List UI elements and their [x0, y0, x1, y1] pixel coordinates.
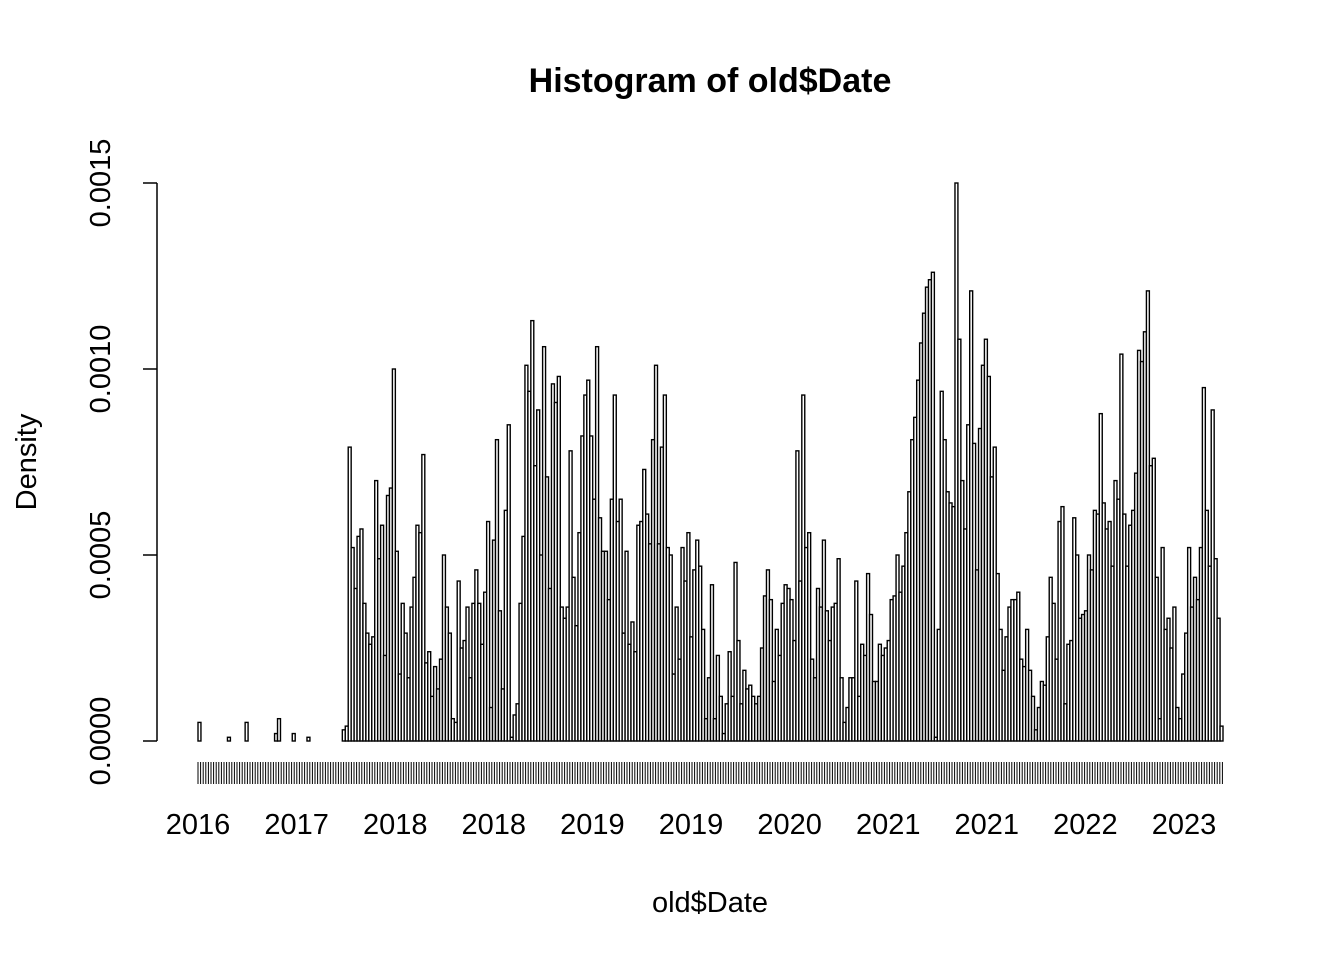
histogram-bar: [1154, 576, 1159, 742]
histogram-bar: [668, 554, 673, 742]
y-axis: 0.0000 0.0005 0.0010 0.0015: [85, 139, 158, 786]
histogram-bar: [1030, 695, 1036, 742]
histogram-bar: [485, 520, 491, 742]
histogram-bar: [1216, 617, 1221, 742]
y-tick-label: 0.0005: [85, 511, 117, 600]
x-tick-label: 2020: [757, 809, 822, 841]
x-tick-label: 2019: [659, 809, 724, 841]
histogram-bar: [447, 632, 453, 742]
histogram-bar: [276, 717, 282, 742]
y-tick-label: 0.0000: [85, 697, 117, 786]
histogram-bar: [839, 677, 844, 742]
histogram-bar: [497, 610, 503, 742]
y-tick-label: 0.0010: [85, 325, 117, 414]
histogram-bar: [1172, 606, 1177, 742]
histogram-bar: [379, 524, 385, 742]
histogram-bar: [930, 271, 936, 742]
histogram-bar: [868, 613, 874, 742]
x-tick-label: 2016: [166, 809, 231, 841]
x-tick-label: 2018: [462, 809, 527, 841]
y-axis-title: Density: [11, 413, 43, 510]
histogram-bar: [1060, 505, 1065, 742]
histogram-bar: [700, 628, 706, 742]
histogram-bar: [836, 558, 841, 742]
histogram-bar: [768, 598, 774, 742]
histogram-bar: [494, 438, 500, 742]
x-tick-label: 2022: [1053, 809, 1118, 841]
histogram-bar: [291, 732, 296, 742]
x-tick-label: 2019: [560, 809, 625, 841]
x-tick-label: 2018: [363, 809, 428, 841]
x-tick-label: 2017: [264, 809, 329, 841]
histogram-bar: [506, 424, 511, 742]
histogram-bar: [709, 584, 715, 742]
histogram-bar: [226, 736, 232, 742]
x-axis-title: old$Date: [652, 887, 768, 919]
x-tick-label: 2021: [955, 809, 1020, 841]
histogram-bar: [854, 580, 859, 742]
histogram-bar: [394, 550, 399, 742]
histogram-bar: [807, 531, 812, 742]
x-axis: 2016 2017 2018 2018 2019 2019 2020 2021 2021 2022…: [166, 809, 1217, 841]
histogram-bar: [618, 498, 623, 742]
histogram-bar: [306, 736, 311, 742]
histogram-bar: [736, 639, 741, 742]
histogram-bar: [465, 606, 470, 742]
histogram-bar: [197, 721, 202, 742]
x-tick-label: 2021: [856, 809, 921, 841]
histogram-bar: [556, 375, 561, 742]
histogram-bar: [1219, 725, 1224, 742]
x-tick-label: 2023: [1152, 809, 1217, 841]
rug-group: [197, 762, 1223, 784]
y-tick-label: 0.0015: [85, 139, 117, 228]
histogram-bar: [244, 721, 249, 742]
bars-group: [197, 182, 1224, 742]
histogram-bar: [718, 695, 723, 742]
histogram-bar: [421, 453, 426, 742]
chart-title: Histogram of old$Date: [529, 62, 892, 100]
